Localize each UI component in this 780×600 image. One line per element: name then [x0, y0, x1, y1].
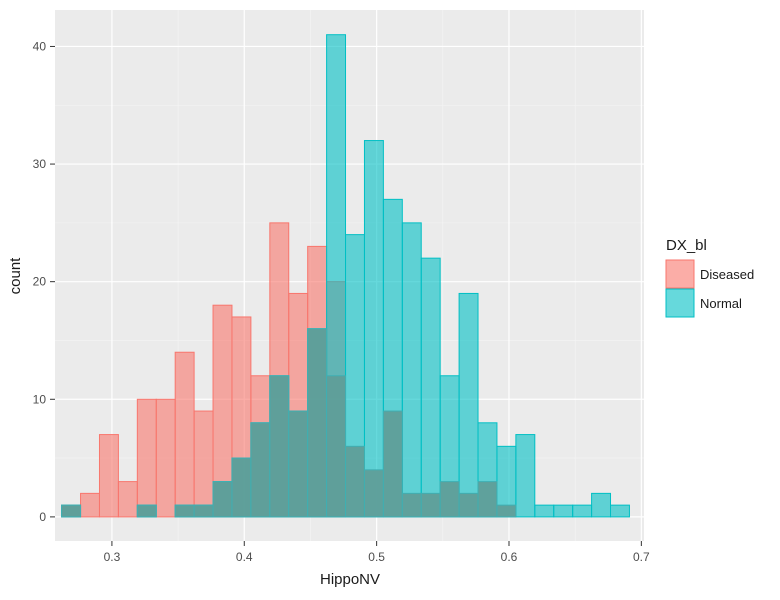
normal-bar-24	[515, 434, 536, 518]
overlap-bar-19	[420, 492, 441, 518]
legend-label-normal: Normal	[700, 296, 742, 311]
diseased-bar-5	[155, 398, 176, 518]
overlap-bar-12	[288, 410, 309, 518]
overlap-bar-0	[61, 504, 82, 518]
legend-key-diseased	[665, 259, 695, 289]
normal-bar-29	[610, 504, 630, 518]
overlap-bar-8	[212, 481, 233, 518]
y-tick-label-0: 0	[39, 510, 46, 524]
overlap-bar-7	[193, 504, 214, 518]
legend-label-diseased: Diseased	[700, 267, 754, 282]
normal-bar-27	[572, 504, 593, 518]
y-tick-label-1: 10	[33, 392, 47, 406]
y-axis-ticks: 0 10 20 30 40	[33, 39, 55, 524]
y-tick-label-2: 20	[33, 275, 47, 289]
overlap-bar-17	[382, 410, 403, 518]
legend-key-normal	[665, 288, 695, 318]
overlap-bar-21	[458, 492, 479, 518]
x-tick-label-3: 0.6	[501, 550, 518, 564]
normal-bar-21	[458, 292, 479, 518]
diseased-bar-7	[193, 410, 214, 518]
x-tick-label-1: 0.4	[236, 550, 253, 564]
y-axis-title: count	[7, 257, 24, 295]
x-tick-label-4: 0.7	[633, 550, 650, 564]
overlap-bar-14	[326, 375, 347, 518]
overlap-bar-16	[363, 469, 384, 518]
normal-bar-26	[553, 504, 574, 518]
legend: DX_bl Diseased Normal	[665, 237, 754, 318]
overlap-bar-10	[250, 422, 271, 518]
diseased-bar-1	[80, 492, 100, 518]
diseased-bar-3	[117, 481, 138, 518]
overlap-bar-9	[231, 457, 252, 518]
overlap-bar-15	[345, 445, 365, 518]
overlap-bar-13	[307, 328, 328, 518]
x-tick-label-2: 0.5	[368, 550, 385, 564]
series-overlap	[61, 328, 517, 518]
normal-bar-28	[591, 492, 612, 518]
diseased-bar-4	[136, 398, 157, 518]
normal-bar-16	[363, 140, 384, 518]
y-tick-label-3: 30	[33, 157, 47, 171]
y-tick-label-4: 40	[33, 39, 47, 53]
overlap-bar-22	[477, 481, 498, 518]
normal-bar-19	[420, 257, 441, 518]
normal-bar-18	[401, 222, 422, 518]
overlap-bar-4	[136, 504, 157, 518]
overlap-bar-18	[401, 492, 422, 518]
x-axis-ticks: 0.3 0.4 0.5 0.6 0.7	[104, 541, 650, 564]
overlap-bar-23	[496, 504, 517, 518]
normal-bar-25	[534, 504, 555, 518]
diseased-bar-2	[98, 434, 119, 518]
overlap-bar-11	[269, 375, 290, 518]
overlap-bar-20	[439, 481, 460, 518]
x-axis-title: HippoNV	[320, 571, 380, 588]
diseased-bar-6	[174, 351, 195, 518]
overlap-bar-6	[174, 504, 195, 518]
legend-title: DX_bl	[666, 237, 707, 254]
x-tick-label-0: 0.3	[104, 550, 121, 564]
